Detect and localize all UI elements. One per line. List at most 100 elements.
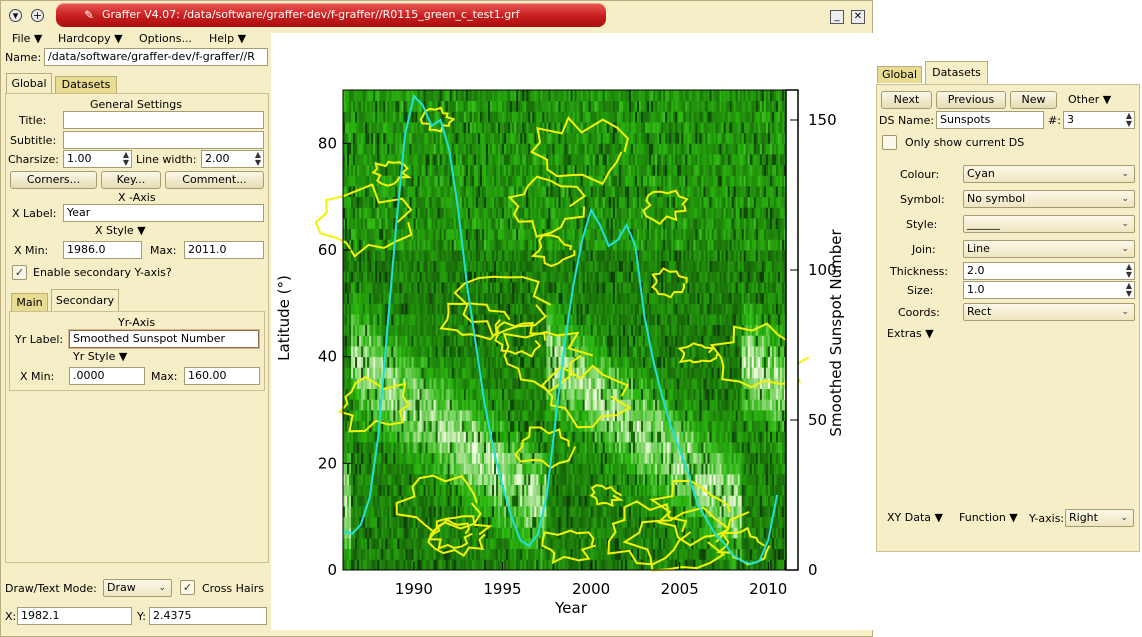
heatmap-cell [546,271,549,283]
tab-global[interactable]: Global [6,73,52,93]
heatmap-cell [518,143,521,155]
heatmap-cell [365,463,368,475]
heatmap-cell [502,388,505,400]
heatmap-cell [560,548,563,560]
name-field[interactable]: /data/software/graffer-dev/f-graffer//R [44,48,268,66]
heatmap-cell [443,431,447,443]
heatmap-cell [481,100,485,112]
heatmap-cell [447,452,451,464]
comment-button[interactable]: Comment... [165,171,264,189]
linewidth-stepper[interactable]: 2.00 ▲ ▼ [201,150,264,168]
heatmap-cell [526,314,529,326]
plot-canvas[interactable]: 1990 1995 2000 2005 2010 0 20 40 60 80 0 50 100 150 Y… [271,33,873,630]
heatmap-cell [483,154,487,166]
menu-file[interactable]: File ▼ [12,32,43,45]
window-titlebar[interactable]: ✎ Graffer V4.07: /data/software/graffer-… [56,3,606,27]
heatmap-cell [391,314,394,326]
crosshairs-checkbox[interactable]: ✓ [180,580,195,595]
heatmap-cell [459,388,463,400]
xmax-field[interactable]: 2011.0 [184,241,264,259]
yrmin-field[interactable]: .0000 [69,367,145,385]
heatmap-cell [540,111,543,123]
heatmap-cell [379,164,382,176]
stepper-arrows-icon[interactable]: ▲ ▼ [254,150,261,167]
heatmap-cell [435,442,439,454]
heatmap-cell [371,431,374,443]
heatmap-cell [463,378,467,390]
secondary-axis-checkbox[interactable]: ✓ [12,265,27,280]
heatmap-cell [361,463,364,475]
menu-options[interactable]: Options... [139,32,192,45]
tab-secondary[interactable]: Secondary [51,289,119,311]
xstyle-menu[interactable]: X Style ▼ [95,224,146,237]
key-button[interactable]: Key... [101,171,161,189]
heatmap-cell [363,378,366,390]
heatmap-cell [542,239,545,251]
heatmap-cell [538,175,541,187]
heatmap-cell [451,132,455,144]
heatmap-cell [560,164,563,176]
heatmap-cell [347,420,350,432]
yrmax-field[interactable]: 160.00 [184,367,260,385]
yrlabel-field[interactable]: Smoothed Sunspot Number [69,330,259,348]
heatmap-cell [443,399,447,411]
charsize-stepper[interactable]: 1.00 ▲ ▼ [63,150,132,168]
close-icon[interactable]: ✕ [851,10,865,24]
mode-select[interactable]: Draw ⌄ [103,579,172,597]
heatmap-cell [381,228,384,240]
heatmap-cell [355,292,358,304]
heatmap-cell [351,420,354,432]
heatmap-cell [498,367,501,379]
heatmap-cell [496,474,499,486]
heatmap-cell [391,292,394,304]
heatmap-cell [369,154,372,166]
heatmap-cell [485,463,489,475]
heatmap-cell [469,410,473,422]
heatmap-cell [343,463,346,475]
window-add-icon[interactable]: + [31,9,44,22]
heatmap-cell [403,356,406,368]
heatmap-cell [407,538,410,550]
heatmap-cell [351,122,354,134]
heatmap-cell [508,399,511,411]
stepper-arrows-icon[interactable]: ▲ ▼ [122,150,129,167]
heatmap-cell [409,90,412,102]
yrstyle-menu[interactable]: Yr Style ▼ [73,350,128,363]
heatmap-cell [469,186,473,198]
heatmap-cell [445,132,449,144]
xlabel-field[interactable]: Year [63,204,264,222]
heatmap-cell [445,303,449,315]
menu-hardcopy[interactable]: Hardcopy ▼ [58,32,123,45]
subtitle-field[interactable] [63,131,264,149]
heatmap-cell [552,186,555,198]
heatmap-cell [411,431,414,443]
heatmap-cell [361,399,364,411]
heatmap-cell [536,442,539,454]
title-field[interactable] [63,111,264,129]
heatmap-cell [475,474,479,486]
heatmap-cell [530,474,533,486]
heatmap-cell [411,463,414,475]
heatmap-cell [502,559,505,571]
corners-button[interactable]: Corners... [10,171,97,189]
heatmap-cell [427,378,430,390]
tab-main[interactable]: Main [11,293,48,311]
window-menu-icon[interactable]: ▾ [9,9,22,22]
xmin-field[interactable]: 1986.0 [63,241,142,259]
heatmap-cell [359,207,362,219]
menu-help[interactable]: Help ▼ [209,32,247,45]
heatmap-cell [526,90,529,102]
heatmap-cell [435,420,439,432]
minimize-icon[interactable]: _ [830,10,844,24]
heatmap-cell [349,442,352,454]
heatmap-cell [433,388,437,400]
heatmap-cell [459,175,463,187]
heatmap-cell [445,388,449,400]
heatmap-cell [508,420,511,432]
heatmap-cell [425,271,428,283]
heatmap-cell [540,484,543,496]
tab-datasets[interactable]: Datasets [55,76,117,93]
heatmap-cell [367,154,370,166]
heatmap-cell [510,90,513,102]
heatmap-cell [451,282,455,294]
